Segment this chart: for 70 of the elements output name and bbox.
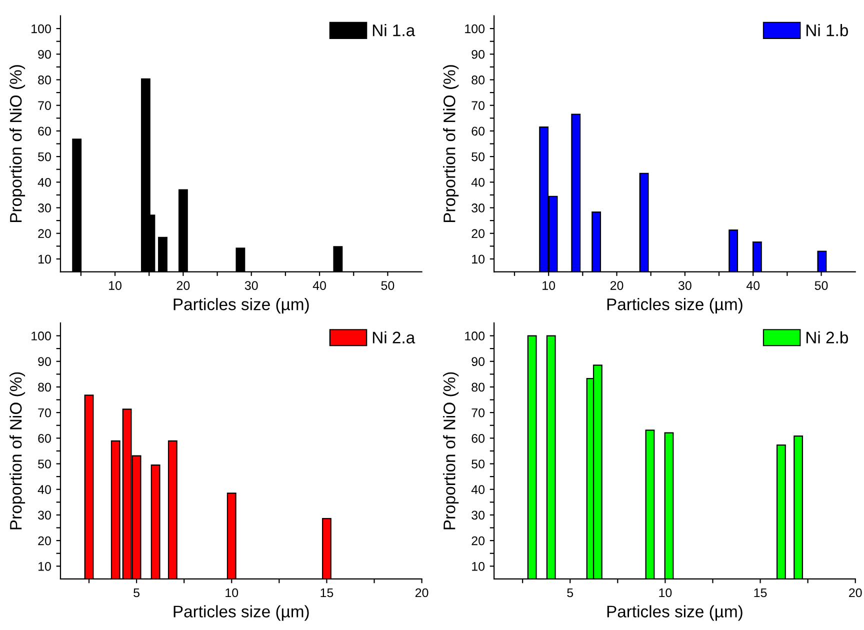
x-tick-label: 5: [567, 588, 574, 598]
x-tick-label: 40: [746, 281, 760, 290]
y-tick-label: 10: [38, 254, 51, 264]
y-tick-label: 40: [471, 178, 485, 187]
y-tick-label: 60: [38, 126, 51, 136]
y-tick-label: 50: [472, 460, 485, 468]
x-axis-title: Particles size (µm): [174, 298, 309, 314]
y-tick-label: 10: [472, 254, 485, 264]
x-tick-label: 10: [226, 588, 238, 598]
x-tick-label: 50: [381, 281, 394, 290]
x-tick-label: 50: [814, 281, 828, 290]
y-axis-title: Proportion of NiO (%): [443, 65, 459, 222]
y-tick-label: 60: [38, 434, 51, 443]
y-tick-label: 100: [465, 332, 485, 340]
legend-label: Ni 2.a: [372, 331, 416, 344]
y-tick-label: 80: [472, 76, 485, 84]
y-tick-label: 50: [38, 460, 51, 468]
y-tick-label: 100: [32, 332, 51, 340]
y-tick-label: 30: [38, 510, 51, 520]
y-tick-label: 90: [472, 357, 485, 366]
x-tick-label: 40: [312, 281, 326, 290]
y-tick-label: 20: [38, 536, 51, 546]
y-tick-label: 80: [472, 382, 485, 392]
y-tick-label: 60: [472, 126, 485, 136]
x-tick-label: 10: [542, 281, 556, 290]
y-tick-label: 30: [472, 204, 485, 212]
legend-label: Ni 2.b: [806, 331, 848, 344]
y-tick-label: 70: [472, 408, 485, 418]
x-axis-title: Particles size (µm): [607, 605, 742, 621]
x-axis-title: Particles size (µm): [174, 605, 309, 621]
legend-label: Ni 1.b: [806, 24, 848, 36]
y-tick-label: 90: [38, 357, 51, 366]
x-tick-label: 20: [176, 281, 190, 290]
y-tick-label: 70: [38, 101, 51, 110]
y-tick-label: 50: [38, 152, 51, 162]
y-axis-title: Proportion of NiO (%): [443, 372, 459, 530]
y-axis-title: Proportion of NiO (%): [10, 372, 26, 530]
y-tick-label: 40: [38, 178, 51, 187]
y-tick-label: 20: [472, 536, 485, 546]
x-tick-label: 20: [415, 588, 428, 598]
x-tick-label: 30: [244, 281, 258, 290]
x-tick-label: 20: [610, 281, 624, 290]
y-tick-label: 60: [472, 434, 485, 443]
y-tick-label: 50: [472, 152, 485, 162]
x-tick-label: 5: [134, 588, 140, 598]
y-tick-label: 70: [38, 408, 51, 418]
y-tick-label: 10: [472, 562, 485, 571]
legend-label: Ni 1.a: [372, 24, 416, 36]
y-axis-title: Proportion of NiO (%): [10, 65, 26, 222]
x-tick-label: 10: [659, 588, 672, 598]
y-tick-label: 30: [38, 204, 51, 212]
y-tick-label: 80: [38, 382, 51, 392]
y-tick-label: 10: [38, 562, 51, 571]
x-axis-title: Particles size (µm): [607, 298, 742, 314]
y-tick-label: 100: [465, 24, 485, 34]
y-tick-label: 40: [38, 485, 51, 494]
y-tick-label: 20: [38, 229, 51, 238]
x-tick-label: 10: [109, 281, 122, 290]
y-tick-label: 40: [471, 485, 485, 494]
x-tick-label: 30: [678, 281, 692, 290]
y-tick-label: 70: [472, 101, 485, 110]
y-tick-label: 30: [472, 510, 485, 520]
y-tick-label: 90: [472, 50, 485, 59]
y-tick-label: 80: [38, 76, 51, 84]
y-tick-label: 20: [472, 229, 485, 238]
y-tick-label: 100: [32, 24, 51, 34]
x-tick-label: 15: [754, 588, 767, 598]
x-tick-label: 15: [320, 588, 334, 598]
y-tick-label: 90: [38, 50, 51, 59]
x-tick-label: 20: [849, 588, 862, 598]
